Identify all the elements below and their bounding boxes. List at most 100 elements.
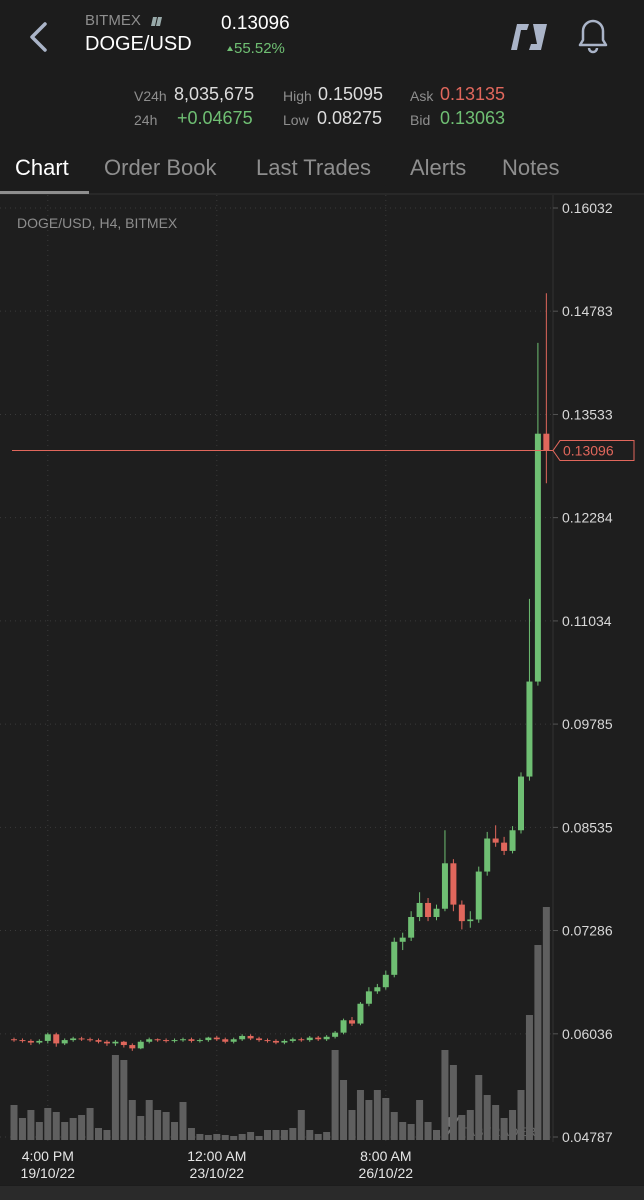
chart-title: DOGE/USD, H4, BITMEX xyxy=(17,215,178,231)
alert-bell[interactable] xyxy=(578,19,608,54)
volume-bar xyxy=(407,1124,415,1140)
volume-bar xyxy=(297,1110,305,1140)
tab[interactable]: Chart xyxy=(15,155,69,180)
y-tick-label: 0.04787 xyxy=(562,1129,613,1145)
candle-body xyxy=(399,937,406,942)
volume-bar xyxy=(255,1136,263,1140)
candle-body xyxy=(103,1041,110,1044)
volume-bar xyxy=(213,1134,221,1140)
volume-bar xyxy=(331,1050,339,1140)
candle-body xyxy=(534,433,541,682)
tabtrader-logo[interactable] xyxy=(511,24,547,50)
volume-bar xyxy=(264,1130,271,1140)
volume-bar xyxy=(441,1050,449,1140)
candle-body xyxy=(53,1034,60,1044)
candle-body xyxy=(19,1040,26,1042)
candle-body xyxy=(281,1040,288,1043)
tab[interactable]: Order Book xyxy=(104,155,217,180)
bottom-bar xyxy=(0,1186,644,1200)
volume-bar xyxy=(162,1112,170,1140)
candle-body xyxy=(205,1037,212,1041)
volume-bar xyxy=(500,1118,508,1140)
volume-bar xyxy=(221,1135,229,1140)
active-tab-underline xyxy=(0,191,89,194)
volume-bar xyxy=(196,1134,204,1140)
candle-body xyxy=(289,1039,296,1041)
volume-bar xyxy=(86,1108,94,1140)
tab[interactable]: Alerts xyxy=(410,155,467,180)
volume-bar xyxy=(475,1075,483,1140)
candle-body xyxy=(323,1036,330,1040)
volume-bar xyxy=(120,1060,128,1140)
candle-body xyxy=(78,1038,85,1040)
volume-bar xyxy=(534,945,542,1140)
last-price-tag xyxy=(552,440,635,462)
up-arrow xyxy=(227,46,233,51)
volume-bar xyxy=(542,907,550,1140)
pair: DOGE/USD xyxy=(85,33,192,55)
y-tick-label: 0.13533 xyxy=(562,406,613,422)
volume-bar xyxy=(154,1110,162,1140)
candle-body xyxy=(272,1040,279,1043)
volume-bar xyxy=(280,1130,288,1140)
back-button[interactable] xyxy=(30,22,47,52)
volume-bar xyxy=(399,1122,407,1140)
tab[interactable]: Last Trades xyxy=(256,155,371,180)
y-tick-label: 0.09785 xyxy=(562,716,613,732)
candle-body xyxy=(239,1035,246,1040)
last-price-label: 0.13096 xyxy=(563,443,614,459)
candle-body xyxy=(475,871,482,920)
candle-body xyxy=(196,1040,203,1042)
volume-bar xyxy=(289,1128,297,1140)
volume-bar xyxy=(238,1134,246,1140)
y-tick-label: 0.07286 xyxy=(562,923,613,939)
candle-body xyxy=(543,433,550,451)
y-tick-label: 0.08535 xyxy=(562,819,613,835)
candle-body xyxy=(458,904,465,922)
candle-body xyxy=(484,838,491,872)
volume-bar xyxy=(492,1105,500,1140)
stat-label: 24h xyxy=(134,112,158,128)
volume-bar xyxy=(95,1128,102,1140)
volume-bar xyxy=(10,1105,18,1140)
candle-body xyxy=(44,1034,51,1041)
stat-value: +0.04675 xyxy=(177,108,253,128)
candle-body xyxy=(332,1032,339,1037)
volume-bar xyxy=(27,1110,35,1140)
volume-bar xyxy=(323,1132,331,1140)
exchange-name: BITMEX xyxy=(85,12,141,29)
y-tick-label: 0.14783 xyxy=(562,303,613,319)
volume-bar xyxy=(204,1135,212,1140)
volume-bar xyxy=(230,1136,238,1140)
x-tick-label: 8:00 AM 26/10/22 xyxy=(358,1148,414,1181)
volume-bar xyxy=(449,1065,457,1140)
candle-body xyxy=(112,1041,119,1044)
candle-body xyxy=(222,1039,229,1042)
volume-bar xyxy=(365,1100,373,1140)
stat-value: 0.08275 xyxy=(317,108,383,128)
candle-body xyxy=(382,974,389,988)
volume-bar xyxy=(187,1128,195,1140)
candle-body xyxy=(70,1038,77,1041)
volume-bar xyxy=(340,1080,348,1140)
y-tick-label: 0.11034 xyxy=(562,613,612,629)
volume-bar xyxy=(306,1130,314,1140)
volume-bar xyxy=(348,1110,356,1140)
candle-body xyxy=(188,1039,195,1041)
candle-body xyxy=(450,863,457,905)
candle-body xyxy=(518,776,524,831)
stat-label: Ask xyxy=(410,88,434,104)
volume-bar xyxy=(509,1110,517,1140)
price-change: 55.52% xyxy=(234,40,285,57)
stat-value: 0.13063 xyxy=(440,108,506,128)
candle-body xyxy=(11,1039,17,1041)
volume-bar xyxy=(18,1118,26,1140)
candle-body xyxy=(95,1040,102,1042)
candle-body xyxy=(391,941,398,975)
volume-bar xyxy=(373,1090,381,1140)
candle-body xyxy=(146,1039,153,1042)
stat-label: Low xyxy=(283,112,309,128)
tab[interactable]: Notes xyxy=(502,155,560,180)
volume-bar xyxy=(272,1130,280,1140)
